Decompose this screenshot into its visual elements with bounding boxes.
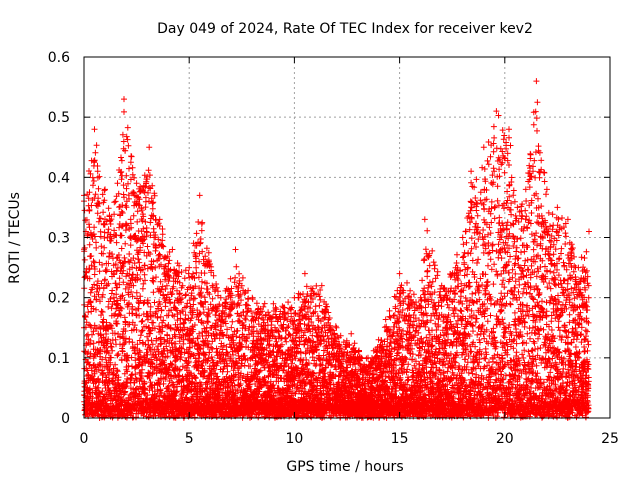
y-tick-label: 0.3 [48, 231, 70, 247]
y-tick-label: 0.6 [48, 50, 70, 66]
x-tick-label: 0 [80, 431, 89, 447]
y-tick-label: 0.5 [48, 110, 70, 126]
y-tick-label: 0 [61, 411, 70, 427]
axis-ticks: 0 5 10 15 20 25 0 0.1 0.2 0.3 0.4 0.5 0.6 [48, 50, 619, 447]
x-tick-label: 25 [601, 431, 619, 447]
y-tick-label: 0.2 [48, 291, 70, 307]
x-axis-label: GPS time / hours [286, 459, 403, 475]
x-tick-label: 15 [391, 431, 409, 447]
x-tick-label: 5 [185, 431, 194, 447]
y-axis-label: ROTI / TECUs [7, 192, 23, 284]
y-tick-label: 0.1 [48, 351, 70, 367]
x-tick-label: 10 [285, 431, 303, 447]
y-tick-label: 0.4 [48, 170, 70, 186]
x-tick-label: 20 [496, 431, 514, 447]
chart-title: Day 049 of 2024, Rate Of TEC Index for r… [157, 21, 533, 37]
